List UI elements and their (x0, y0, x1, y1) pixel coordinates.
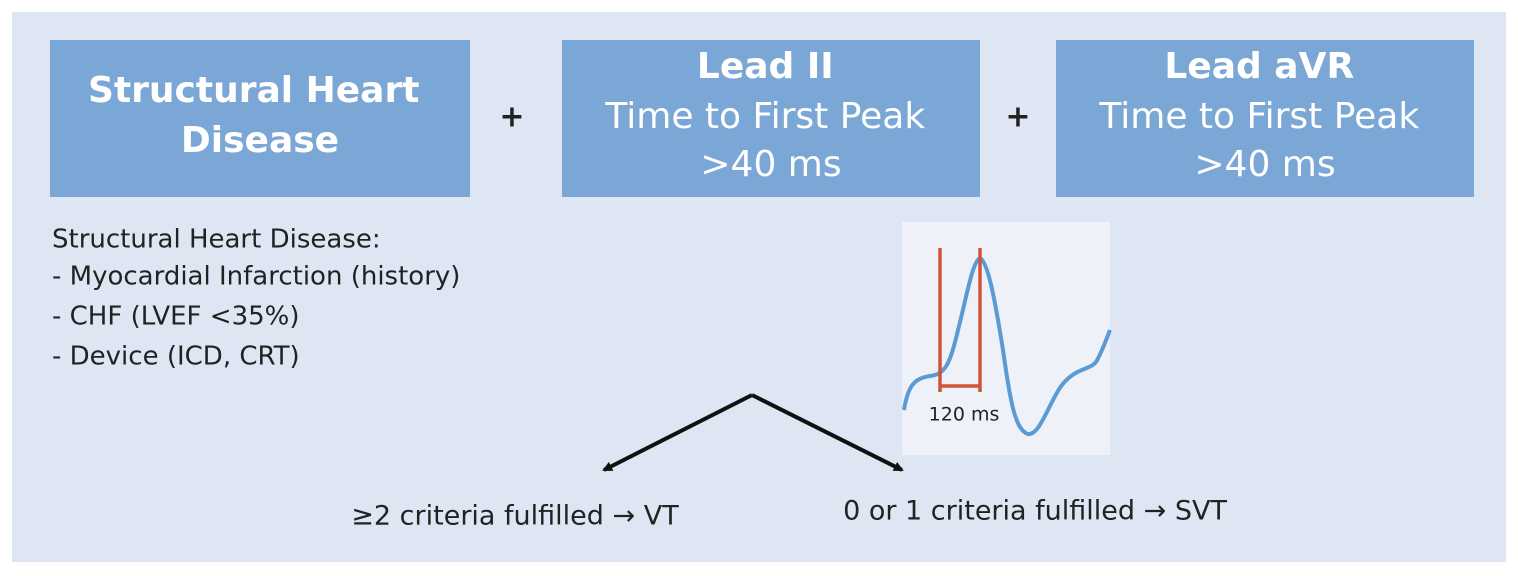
plus-sign: + (499, 100, 524, 135)
box-label: Lead II Time to First Peak >40 ms (604, 46, 936, 185)
definition-item: - CHF (LVEF <35%) (52, 302, 300, 332)
interval-label: 120 ms (929, 404, 1000, 426)
outcome: 0 or 1 criteria fulfilled → SVT (843, 496, 1227, 527)
box-line: Lead II (697, 46, 834, 87)
box-line: >40 ms (700, 144, 841, 185)
definition-item: - Device (ICD, CRT) (52, 342, 300, 372)
box-label: Structural Heart Disease (88, 70, 432, 161)
criterion-box (1056, 40, 1474, 197)
box-line: Time to First Peak (1098, 96, 1419, 137)
definition-title: Structural Heart Disease: (52, 225, 381, 255)
plus-sign: + (1005, 100, 1030, 135)
criterion-box (562, 40, 980, 197)
box-label: Lead aVR Time to First Peak >40 ms (1098, 46, 1430, 185)
box-line: Time to First Peak (604, 96, 925, 137)
box-line: >40 ms (1194, 144, 1335, 185)
definition-item: - Myocardial Infarction (history) (52, 262, 460, 292)
arrow (751, 393, 904, 472)
ecg-trace (902, 255, 1112, 436)
box-line: Disease (181, 120, 339, 161)
outcome: ≥2 criteria fulfilled → VT (351, 501, 679, 532)
box-line: Structural Heart (88, 70, 419, 111)
ecg-inset: 120 ms (902, 222, 1112, 455)
criterion-box (50, 40, 470, 197)
box-line: Lead aVR (1164, 46, 1354, 87)
arrow (602, 393, 753, 472)
inset-background (902, 222, 1110, 455)
